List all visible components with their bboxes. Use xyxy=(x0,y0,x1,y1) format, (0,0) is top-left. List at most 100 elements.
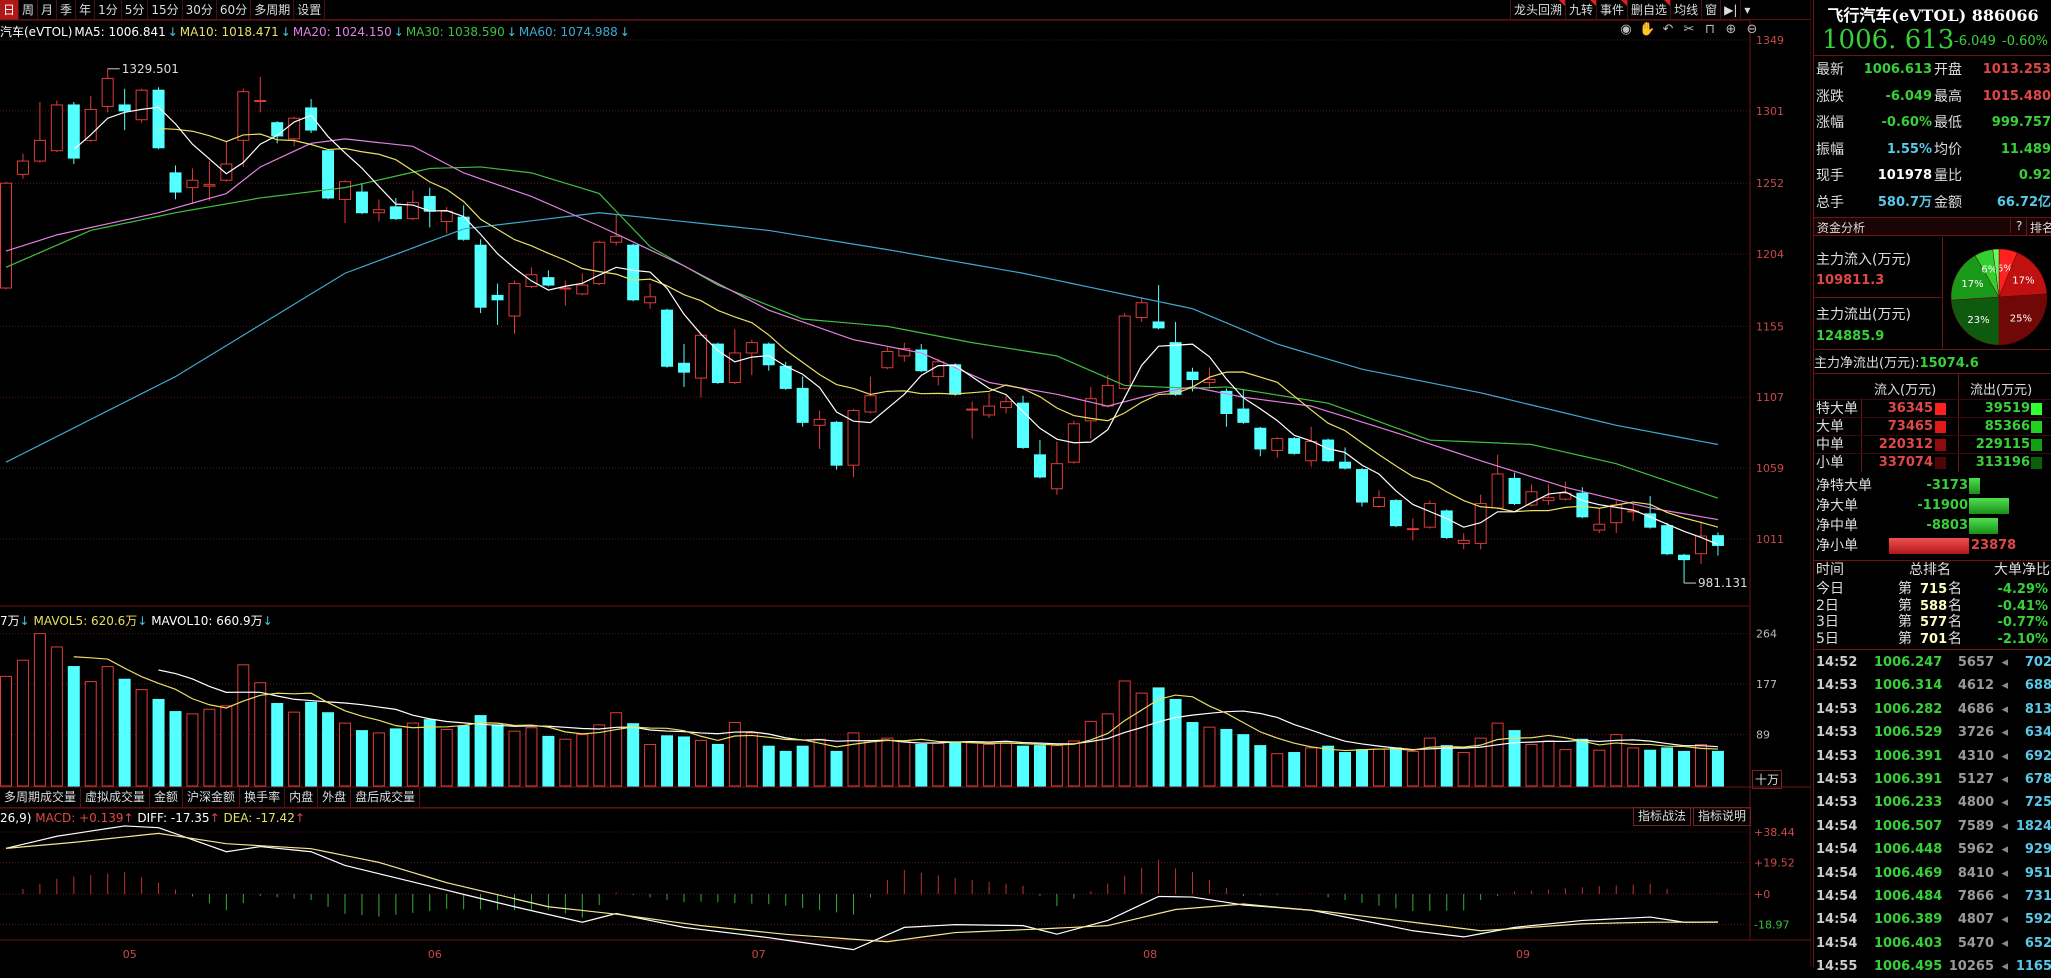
candle xyxy=(966,401,979,439)
candle-body xyxy=(661,309,674,367)
help-button[interactable]: ? xyxy=(2010,219,2022,233)
stat-label: 金额 xyxy=(1934,195,1962,211)
candle xyxy=(152,87,165,150)
quote-stat-row: 总手 580.7万 金额 66.72亿 xyxy=(1814,190,2051,216)
volume-bar xyxy=(830,750,843,787)
flow-row-label: 特大单 xyxy=(1816,401,1858,417)
indicator-tab[interactable]: 沪深金额 xyxy=(183,788,241,807)
scissors-icon[interactable]: ✂ xyxy=(1683,22,1695,37)
tick-direction-icon: ◂ xyxy=(2001,655,2008,670)
volume-bar xyxy=(610,712,623,787)
volume-bar xyxy=(118,678,131,787)
zoom-out-icon[interactable]: ⊖ xyxy=(1746,22,1758,37)
lock-icon[interactable]: ⊓ xyxy=(1704,22,1716,37)
indicator-tab[interactable]: 盘后成交量 xyxy=(351,788,421,807)
period-tab[interactable]: 5分 xyxy=(122,0,149,20)
candle xyxy=(0,181,12,290)
candle xyxy=(33,102,46,163)
candle xyxy=(661,308,674,368)
candle xyxy=(847,409,860,477)
period-tab[interactable]: 日 xyxy=(0,0,20,20)
tick-volume: 7866 xyxy=(1957,889,1994,904)
indicator-tab[interactable]: 外盘 xyxy=(318,788,352,807)
tick-count: 692 xyxy=(2024,748,2051,764)
candle xyxy=(1491,454,1504,510)
period-tab[interactable]: 多周期 xyxy=(251,0,295,20)
tick-row: 14:53 1006.282 4686 ◂ 813 xyxy=(1814,698,2051,721)
stat-label: 总手 xyxy=(1816,195,1844,211)
period-tab[interactable]: 设置 xyxy=(294,0,326,20)
period-tab[interactable]: 60分 xyxy=(217,0,252,20)
indicator-strategy-button[interactable]: 指标战法 xyxy=(1633,807,1692,826)
pie-slice-label: 6% xyxy=(1981,265,1997,276)
down-arrow-icon: ↓ xyxy=(137,614,148,628)
indicator-tab[interactable]: 内盘 xyxy=(285,788,319,807)
candle xyxy=(593,240,606,286)
volume-axis-label: 177 xyxy=(1756,678,1777,691)
candle-body xyxy=(1440,510,1453,538)
tick-count: 592 xyxy=(2024,912,2051,928)
volume-bar xyxy=(779,750,792,787)
candle xyxy=(813,410,826,449)
volume-bar xyxy=(1220,728,1233,787)
candle-body xyxy=(1339,461,1352,469)
volume-bar xyxy=(542,735,555,787)
rank-button[interactable]: 排名 xyxy=(2026,219,2051,236)
candle-body xyxy=(728,352,741,383)
net-flow-bar xyxy=(1969,518,1999,534)
flow-row: 中单 220312 229115 xyxy=(1814,435,2051,453)
candle-body xyxy=(1542,497,1555,502)
candle xyxy=(169,165,182,200)
candle xyxy=(1152,285,1165,330)
undo-icon[interactable]: ↶ xyxy=(1662,22,1674,37)
period-tab[interactable]: 15分 xyxy=(148,0,183,20)
indicator-tab[interactable]: 金额 xyxy=(150,788,184,807)
kline-chart[interactable]: 1349 1301 1252 1204 1155 1107 1059 1011 264 177 89… xyxy=(0,0,1811,967)
down-arrow-icon: ↓ xyxy=(19,614,30,628)
rank-col-ratio: 大单净比 xyxy=(1994,562,2050,578)
outflow-color-swatch xyxy=(2031,421,2042,433)
candle xyxy=(796,376,809,427)
net-flow-label: 净小单 xyxy=(1816,538,1858,554)
tool-tab[interactable]: 事件 xyxy=(1596,0,1628,20)
indicator-tab[interactable]: 虚拟成交量 xyxy=(81,788,151,807)
down-arrow-icon: ↓ xyxy=(262,614,273,628)
eye-icon[interactable]: ◉ xyxy=(1620,22,1632,37)
tick-direction-icon: ◂ xyxy=(2001,725,2008,741)
volume-bar xyxy=(728,722,741,787)
candle xyxy=(1017,395,1029,449)
candle-body xyxy=(847,410,860,466)
indicator-help-button[interactable]: 指标说明 xyxy=(1693,807,1752,826)
period-tab[interactable]: 月 xyxy=(38,0,58,20)
tool-tab[interactable]: ▶| xyxy=(1720,0,1740,20)
candle xyxy=(423,187,436,228)
zoom-in-icon[interactable]: ⊕ xyxy=(1725,22,1737,37)
period-tab[interactable]: 季 xyxy=(57,0,77,20)
ma-value: MA20: 1024.150 xyxy=(292,25,392,39)
tool-tab[interactable]: 均线 xyxy=(1670,0,1701,20)
rank-row: 5日 第 701 名 -2.10% xyxy=(1814,631,2051,648)
candle-body xyxy=(1033,454,1046,478)
tick-price: 1006.247 xyxy=(1874,655,1943,670)
indicator-tab[interactable]: 换手率 xyxy=(240,788,286,807)
hand-icon[interactable]: ✋ xyxy=(1639,22,1656,37)
candle-body xyxy=(966,408,979,411)
volume-bar xyxy=(1033,745,1046,787)
net-flow-row: 净大单 -11900 xyxy=(1814,496,2051,516)
indicator-tab[interactable]: 多周期成交量 xyxy=(0,788,82,807)
up-arrow-icon: ↑ xyxy=(294,811,305,825)
period-tab[interactable]: 年 xyxy=(76,0,96,20)
tool-tab[interactable]: 龙头回溯 xyxy=(1510,0,1566,20)
pie-slice xyxy=(1950,255,2000,301)
date-axis-label: 08 xyxy=(1143,948,1157,961)
period-tab[interactable]: 周 xyxy=(19,0,39,20)
tool-tab[interactable]: 删自选 xyxy=(1627,0,1671,20)
candle xyxy=(322,149,335,200)
tool-tab[interactable]: 窗 xyxy=(1701,0,1720,20)
main-outflow-label: 主力流出(万元) xyxy=(1816,307,1911,323)
tool-tab[interactable]: ▾ xyxy=(1740,0,1753,20)
date-axis-label: 07 xyxy=(752,948,766,961)
period-tab[interactable]: 1分 xyxy=(95,0,122,20)
tool-tab[interactable]: 九转 xyxy=(1565,0,1597,20)
period-tab[interactable]: 30分 xyxy=(183,0,217,20)
